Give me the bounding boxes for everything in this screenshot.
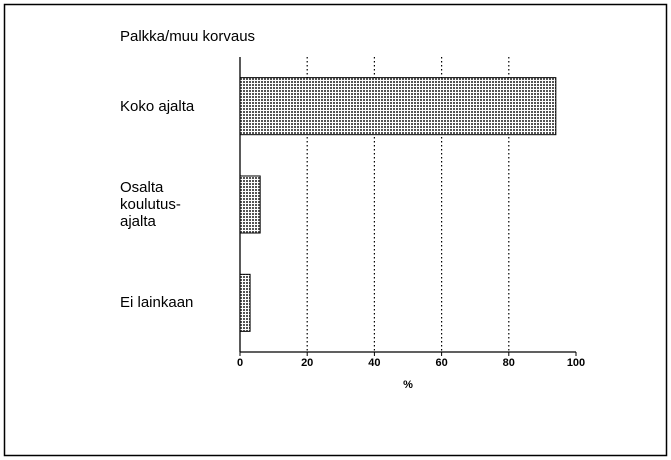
x-tick-label: 80 — [503, 357, 515, 369]
frame — [3, 3, 668, 457]
bar — [239, 77, 557, 136]
x-tick-label: 40 — [368, 357, 380, 369]
category-label: Koko ajalta — [120, 97, 195, 115]
bar — [239, 175, 261, 234]
x-tick-label: 60 — [435, 357, 447, 369]
x-tick-label: 20 — [301, 357, 313, 369]
category-label: Ei lainkaan — [120, 294, 194, 312]
x-tick-label: 100 — [567, 357, 585, 369]
category-label: Osalta koulutus- ajalta — [120, 179, 181, 230]
chart-title: Palkka/muu korvaus — [120, 28, 256, 45]
bar — [239, 273, 251, 332]
x-axis-label: % — [403, 379, 413, 391]
x-tick-label: 0 — [237, 357, 243, 369]
